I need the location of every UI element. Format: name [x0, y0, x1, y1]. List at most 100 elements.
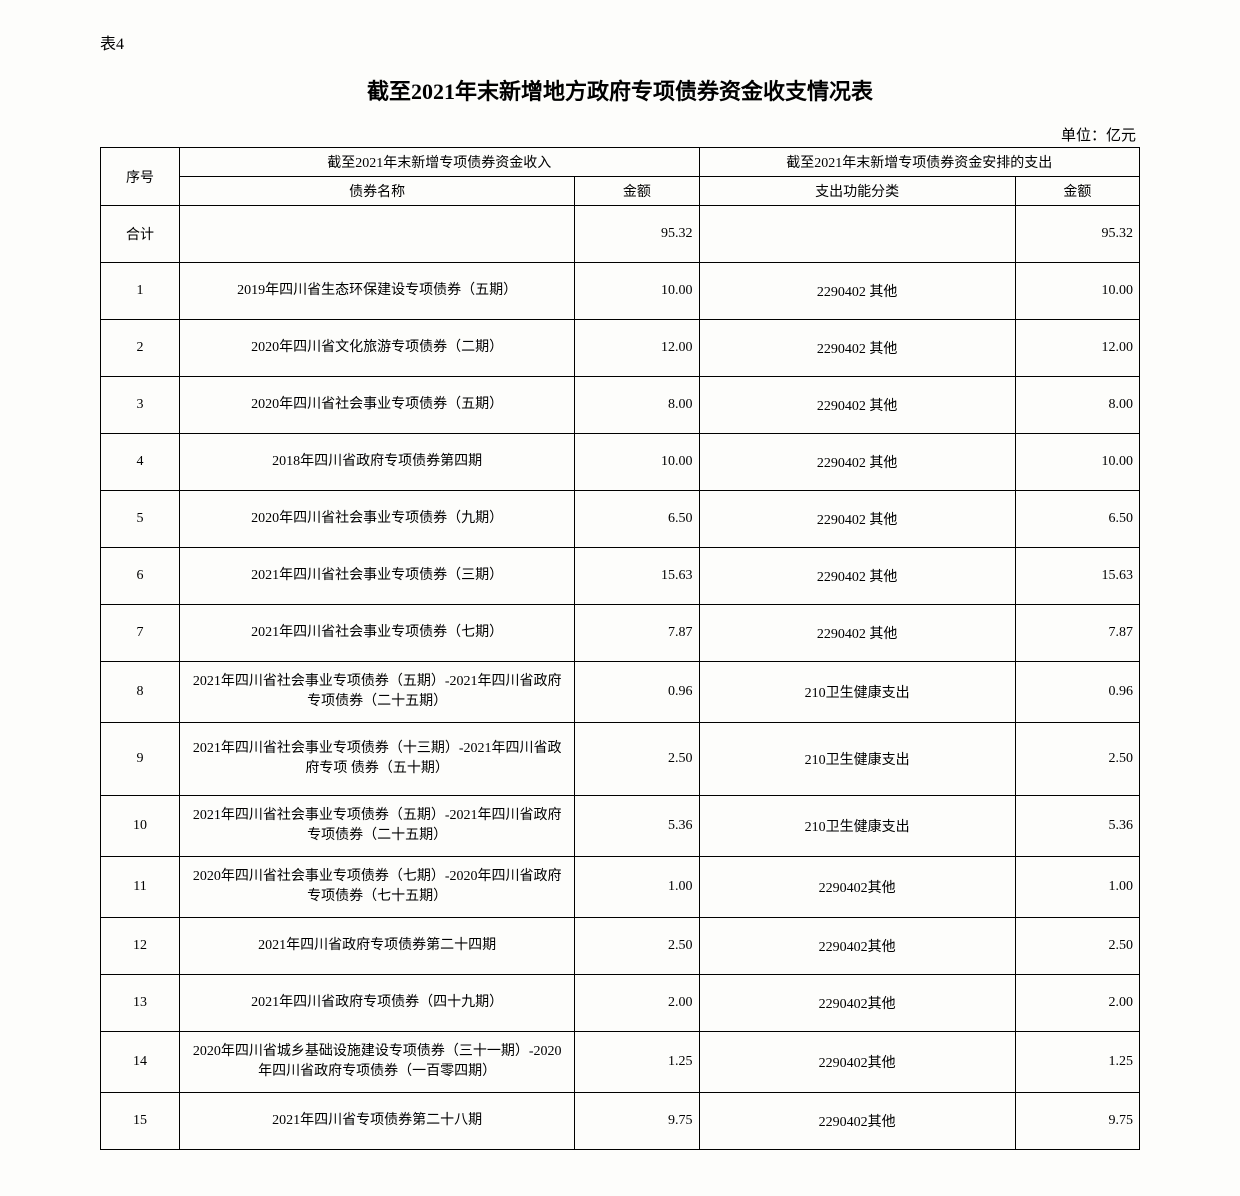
cell-income-amount: 15.63: [575, 548, 699, 605]
cell-bond-name: 2020年四川省社会事业专项债券（五期）: [180, 377, 575, 434]
header-category: 支出功能分类: [699, 177, 1015, 206]
cell-expend-amount: 1.25: [1015, 1032, 1139, 1093]
cell-seq: 15: [101, 1093, 180, 1150]
cell-income-amount: 6.50: [575, 491, 699, 548]
table-row: 62021年四川省社会事业专项债券（三期）15.632290402 其他15.6…: [101, 548, 1140, 605]
cell-bond-name: 2018年四川省政府专项债券第四期: [180, 434, 575, 491]
total-name-blank: [180, 206, 575, 263]
cell-seq: 11: [101, 857, 180, 918]
cell-income-amount: 1.00: [575, 857, 699, 918]
table-row: 22020年四川省文化旅游专项债券（二期）12.002290402 其他12.0…: [101, 320, 1140, 377]
cell-seq: 1: [101, 263, 180, 320]
cell-bond-name: 2021年四川省社会事业专项债券（三期）: [180, 548, 575, 605]
table-row: 72021年四川省社会事业专项债券（七期）7.872290402 其他7.87: [101, 605, 1140, 662]
cell-bond-name: 2020年四川省社会事业专项债券（九期）: [180, 491, 575, 548]
total-label: 合计: [101, 206, 180, 263]
table-row: 112020年四川省社会事业专项债券（七期）-2020年四川省政府专项债券（七十…: [101, 857, 1140, 918]
cell-expend-amount: 8.00: [1015, 377, 1139, 434]
total-income-amount: 95.32: [575, 206, 699, 263]
cell-expend-amount: 6.50: [1015, 491, 1139, 548]
header-seq: 序号: [101, 148, 180, 206]
cell-seq: 3: [101, 377, 180, 434]
bond-table: 序号 截至2021年末新增专项债券资金收入 截至2021年末新增专项债券资金安排…: [100, 147, 1140, 1150]
cell-seq: 13: [101, 975, 180, 1032]
table-row: 102021年四川省社会事业专项债券（五期）-2021年四川省政府专项债券（二十…: [101, 796, 1140, 857]
cell-income-amount: 7.87: [575, 605, 699, 662]
page-title: 截至2021年末新增地方政府专项债券资金收支情况表: [100, 74, 1140, 106]
total-row: 合计 95.32 95.32: [101, 206, 1140, 263]
header-expend-group: 截至2021年末新增专项债券资金安排的支出: [699, 148, 1139, 177]
header-amount-2: 金额: [1015, 177, 1139, 206]
cell-bond-name: 2021年四川省社会事业专项债券（五期）-2021年四川省政府专项债券（二十五期…: [180, 662, 575, 723]
cell-income-amount: 2.50: [575, 918, 699, 975]
cell-income-amount: 12.00: [575, 320, 699, 377]
cell-expend-amount: 2.50: [1015, 918, 1139, 975]
table-row: 132021年四川省政府专项债券（四十九期）2.002290402其他2.00: [101, 975, 1140, 1032]
cell-income-amount: 10.00: [575, 263, 699, 320]
cell-category: 2290402 其他: [699, 377, 1015, 434]
table-row: 82021年四川省社会事业专项债券（五期）-2021年四川省政府专项债券（二十五…: [101, 662, 1140, 723]
cell-income-amount: 0.96: [575, 662, 699, 723]
header-amount-1: 金额: [575, 177, 699, 206]
cell-income-amount: 10.00: [575, 434, 699, 491]
cell-bond-name: 2020年四川省城乡基础设施建设专项债券（三十一期）-2020年四川省政府专项债…: [180, 1032, 575, 1093]
table-row: 142020年四川省城乡基础设施建设专项债券（三十一期）-2020年四川省政府专…: [101, 1032, 1140, 1093]
cell-category: 2290402 其他: [699, 320, 1015, 377]
cell-expend-amount: 0.96: [1015, 662, 1139, 723]
cell-seq: 4: [101, 434, 180, 491]
cell-category: 2290402其他: [699, 918, 1015, 975]
cell-category: 2290402 其他: [699, 491, 1015, 548]
total-category-blank: [699, 206, 1015, 263]
cell-bond-name: 2021年四川省社会事业专项债券（十三期）-2021年四川省政府专项 债券（五十…: [180, 723, 575, 796]
cell-income-amount: 5.36: [575, 796, 699, 857]
unit-label: 单位：亿元: [100, 124, 1140, 145]
table-row: 122021年四川省政府专项债券第二十四期2.502290402其他2.50: [101, 918, 1140, 975]
cell-income-amount: 2.50: [575, 723, 699, 796]
table-row: 42018年四川省政府专项债券第四期10.002290402 其他10.00: [101, 434, 1140, 491]
cell-seq: 5: [101, 491, 180, 548]
cell-category: 2290402其他: [699, 1093, 1015, 1150]
cell-bond-name: 2019年四川省生态环保建设专项债券（五期）: [180, 263, 575, 320]
table-header: 序号 截至2021年末新增专项债券资金收入 截至2021年末新增专项债券资金安排…: [101, 148, 1140, 206]
table-row: 152021年四川省专项债券第二十八期9.752290402其他9.75: [101, 1093, 1140, 1150]
cell-category: 2290402 其他: [699, 263, 1015, 320]
cell-bond-name: 2020年四川省社会事业专项债券（七期）-2020年四川省政府专项债券（七十五期…: [180, 857, 575, 918]
cell-category: 210卫生健康支出: [699, 662, 1015, 723]
document-page: 表4 截至2021年末新增地方政府专项债券资金收支情况表 单位：亿元 序号 截至…: [0, 0, 1240, 1190]
cell-income-amount: 2.00: [575, 975, 699, 1032]
cell-bond-name: 2021年四川省政府专项债券第二十四期: [180, 918, 575, 975]
cell-seq: 8: [101, 662, 180, 723]
cell-seq: 10: [101, 796, 180, 857]
cell-category: 2290402 其他: [699, 434, 1015, 491]
cell-category: 2290402 其他: [699, 548, 1015, 605]
cell-category: 2290402其他: [699, 1032, 1015, 1093]
table-row: 12019年四川省生态环保建设专项债券（五期）10.002290402 其他10…: [101, 263, 1140, 320]
cell-category: 2290402其他: [699, 857, 1015, 918]
cell-expend-amount: 2.50: [1015, 723, 1139, 796]
cell-bond-name: 2021年四川省社会事业专项债券（五期）-2021年四川省政府专项债券（二十五期…: [180, 796, 575, 857]
cell-expend-amount: 7.87: [1015, 605, 1139, 662]
header-bond-name: 债券名称: [180, 177, 575, 206]
cell-seq: 14: [101, 1032, 180, 1093]
cell-seq: 12: [101, 918, 180, 975]
cell-expend-amount: 5.36: [1015, 796, 1139, 857]
cell-seq: 2: [101, 320, 180, 377]
cell-category: 210卫生健康支出: [699, 796, 1015, 857]
cell-income-amount: 1.25: [575, 1032, 699, 1093]
cell-category: 2290402其他: [699, 975, 1015, 1032]
cell-expend-amount: 10.00: [1015, 434, 1139, 491]
cell-income-amount: 8.00: [575, 377, 699, 434]
cell-bond-name: 2021年四川省专项债券第二十八期: [180, 1093, 575, 1150]
cell-category: 2290402 其他: [699, 605, 1015, 662]
table-number-label: 表4: [100, 30, 1140, 54]
cell-bond-name: 2021年四川省社会事业专项债券（七期）: [180, 605, 575, 662]
cell-expend-amount: 1.00: [1015, 857, 1139, 918]
cell-expend-amount: 10.00: [1015, 263, 1139, 320]
table-body: 合计 95.32 95.32 12019年四川省生态环保建设专项债券（五期）10…: [101, 206, 1140, 1150]
cell-income-amount: 9.75: [575, 1093, 699, 1150]
table-row: 52020年四川省社会事业专项债券（九期）6.502290402 其他6.50: [101, 491, 1140, 548]
cell-expend-amount: 2.00: [1015, 975, 1139, 1032]
total-expend-amount: 95.32: [1015, 206, 1139, 263]
cell-bond-name: 2020年四川省文化旅游专项债券（二期）: [180, 320, 575, 377]
cell-bond-name: 2021年四川省政府专项债券（四十九期）: [180, 975, 575, 1032]
